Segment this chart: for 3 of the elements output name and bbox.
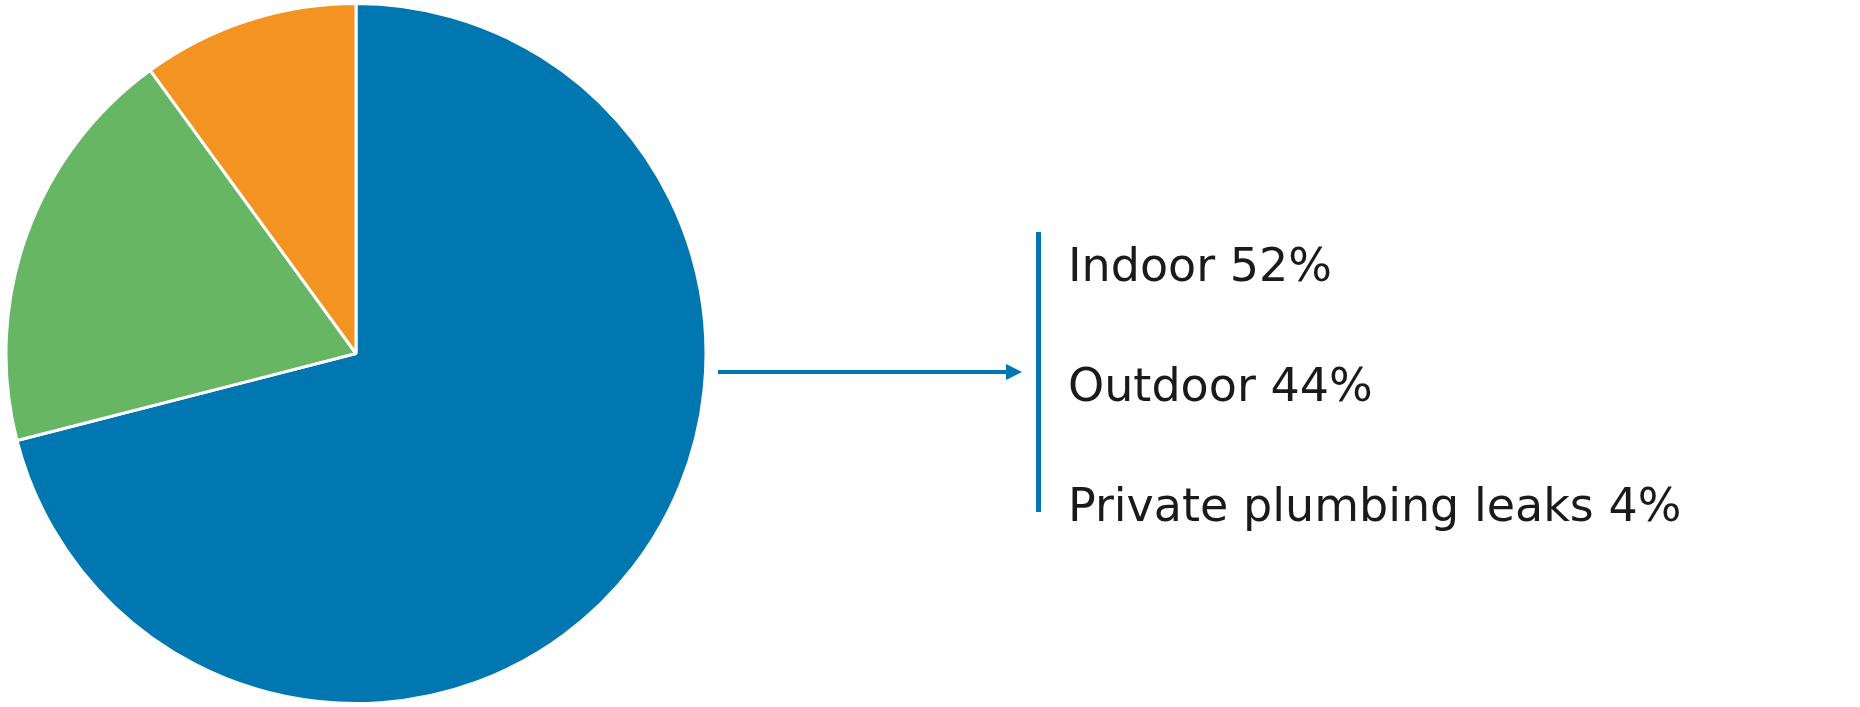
text: Private plumbing leaks 4%	[1068, 478, 1682, 532]
text: Indoor 52%	[1068, 238, 1332, 292]
text: Outdoor 44%	[1068, 358, 1373, 412]
